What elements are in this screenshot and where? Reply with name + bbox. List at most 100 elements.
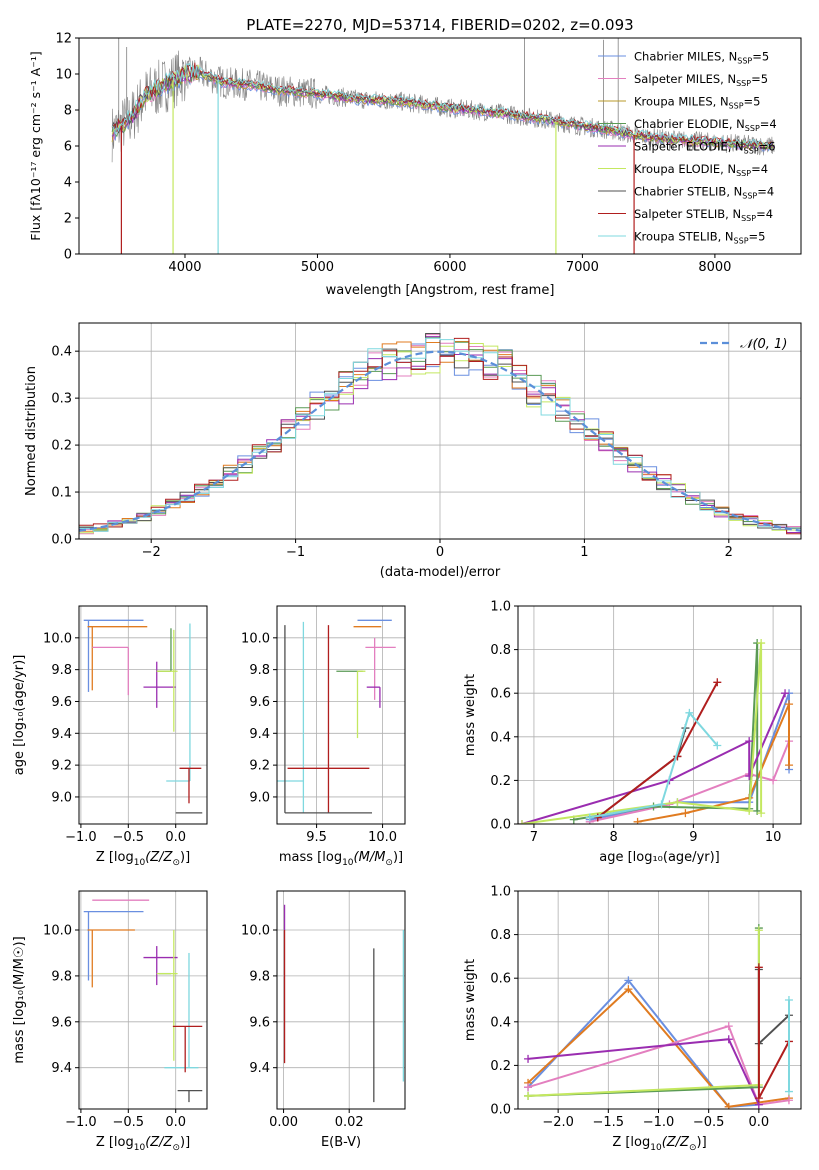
y-tick-label: 9.8 (249, 663, 270, 678)
x-tick-label: 5000 (301, 260, 334, 275)
y-tick-label: 0.1 (51, 486, 72, 501)
errorbar-point (284, 625, 373, 814)
y-tick-label: 9.6 (249, 1015, 270, 1030)
axes-frame (517, 605, 802, 825)
legend-label: Kroupa MILES, NSSP=5 (634, 95, 760, 111)
errorbar-point (92, 646, 129, 696)
legend: 𝒩(0, 1) (700, 337, 787, 352)
y-tick-label: 0.2 (490, 1059, 511, 1074)
series (524, 924, 763, 1100)
legend-label: Kroupa STELIB, NSSP=5 (634, 230, 765, 246)
ticks: −1.0 −0.5 0.0 9.0 9.2 9.4 9.6 9.8 10.0 (43, 631, 186, 845)
data-marker (524, 1091, 533, 1100)
y-tick-label: 0 (64, 248, 72, 263)
y-tick-label: 0.0 (490, 818, 511, 833)
y-tick-label: 0.6 (490, 972, 511, 987)
y-axis-label: Flux [fλ10⁻¹⁷ erg cm⁻² s⁻¹ A⁻¹] (28, 51, 43, 240)
legend-label: Salpeter STELIB, NSSP=4 (634, 207, 773, 223)
plot-area (79, 333, 801, 539)
data-marker (724, 1022, 733, 1031)
series (518, 639, 766, 824)
x-tick-label: −1 (286, 545, 305, 560)
y-tick-label: 0.8 (490, 643, 511, 658)
data-marker (685, 708, 694, 717)
errorbar-point (177, 1089, 203, 1103)
series-line (757, 969, 790, 1046)
series (754, 965, 793, 1048)
data-marker (633, 817, 642, 824)
y-tick-label: 9.4 (51, 727, 72, 742)
grid (518, 605, 801, 825)
x-tick-label: 1 (580, 545, 588, 560)
series (524, 1035, 763, 1109)
spectrum-panel: 4000 5000 6000 7000 8000 0 2 4 6 8 10 12 PLATE=2270,… (28, 16, 802, 298)
data-marker (754, 1094, 763, 1103)
y-tick-label: 0.8 (490, 928, 511, 943)
y-tick-label: 10.0 (241, 631, 270, 646)
data-marker (754, 926, 763, 935)
data-marker (585, 813, 594, 822)
x-tick-label: 8 (610, 830, 618, 845)
x-tick-label: 7 (530, 830, 538, 845)
grid (79, 891, 207, 1109)
x-axis-label: E(B-V) (321, 1135, 361, 1150)
mass-weight-vs-age-panel: 7 8 9 10 0.0 0.2 0.4 0.6 0.8 1.0 age [log₁₀(age/yr… (463, 600, 802, 865)
y-tick-label: 9.6 (249, 695, 270, 710)
y-tick-label: 9.4 (249, 1061, 270, 1076)
mass-weight-vs-metallicity-panel: −2.0 −1.5 −1.0 −0.5 0.0 0.0 0.2 0.4 0.6 0.8 1.0 Z [… (463, 885, 802, 1153)
series-line (521, 643, 763, 824)
x-tick-label: −0.5 (113, 1115, 145, 1130)
errorbar-point (83, 911, 144, 981)
plot-area (283, 904, 405, 1103)
y-tick-label: 9.2 (249, 759, 270, 774)
errorbar-point (287, 625, 370, 813)
x-tick-label: −1.0 (65, 1115, 97, 1130)
x-axis-label: (data-model)/error (380, 565, 501, 580)
legend-label: Salpeter ELODIE, NSSP=6 (634, 140, 776, 156)
plot-area (83, 619, 203, 814)
x-tick-label: −0.5 (113, 830, 145, 845)
x-tick-label: 0.0 (749, 1115, 770, 1130)
legend-label: Chabrier STELIB, NSSP=4 (634, 185, 774, 201)
series-line (527, 928, 760, 1097)
errorbar-point (143, 661, 176, 708)
x-tick-label: 7000 (566, 260, 599, 275)
y-tick-label: 0.4 (51, 345, 72, 360)
legend-label: Salpeter MILES, NSSP=5 (634, 72, 768, 88)
x-tick-label: 9.5 (306, 830, 327, 845)
x-tick-label: 6000 (433, 260, 466, 275)
errorbar-point (164, 952, 199, 1069)
plot-area (277, 619, 396, 814)
axes-frame (78, 890, 208, 1110)
mass-vs-extinction-panel: 0.00 0.02 9.4 9.6 9.8 10.0 E(B-V) (241, 890, 406, 1150)
y-tick-label: 9.8 (51, 663, 72, 678)
legend-label: Chabrier ELODIE, NSSP=4 (634, 117, 777, 133)
plot-area (524, 924, 793, 1109)
data-marker (657, 800, 666, 809)
grid (277, 606, 405, 824)
x-tick-label: 0.0 (165, 1115, 186, 1130)
y-axis-label: mass weight (463, 674, 478, 756)
grid (277, 891, 405, 1109)
x-tick-label: −2.0 (542, 1115, 574, 1130)
x-tick-label: −1.0 (65, 830, 97, 845)
age-vs-mass-panel: 9.5 10.0 9.0 9.2 9.4 9.6 9.8 10.0 mass [log10(M/… (241, 605, 406, 868)
data-marker (757, 639, 766, 648)
y-axis-label: Normed distribution (24, 366, 39, 496)
plot-area (111, 38, 775, 254)
x-axis-label: Z [log10(Z/Z⊙)] (612, 1135, 706, 1153)
data-marker (518, 820, 526, 824)
errorbar-point (143, 946, 178, 986)
y-tick-label: 0.2 (490, 774, 511, 789)
y-tick-label: 0.4 (490, 1015, 511, 1030)
data-marker (681, 809, 690, 818)
y-tick-label: 0.4 (490, 730, 511, 745)
x-tick-label: 0.0 (165, 830, 186, 845)
data-marker (754, 963, 763, 972)
errorbar-point (365, 637, 396, 700)
x-tick-label: 8000 (698, 260, 731, 275)
data-marker (724, 1102, 733, 1109)
x-axis-label: mass [log10(M/M⊙)] (279, 850, 403, 868)
y-tick-label: 9.6 (51, 695, 72, 710)
ticks: 4000 5000 6000 7000 8000 0 2 4 6 8 10 12 (55, 32, 731, 276)
